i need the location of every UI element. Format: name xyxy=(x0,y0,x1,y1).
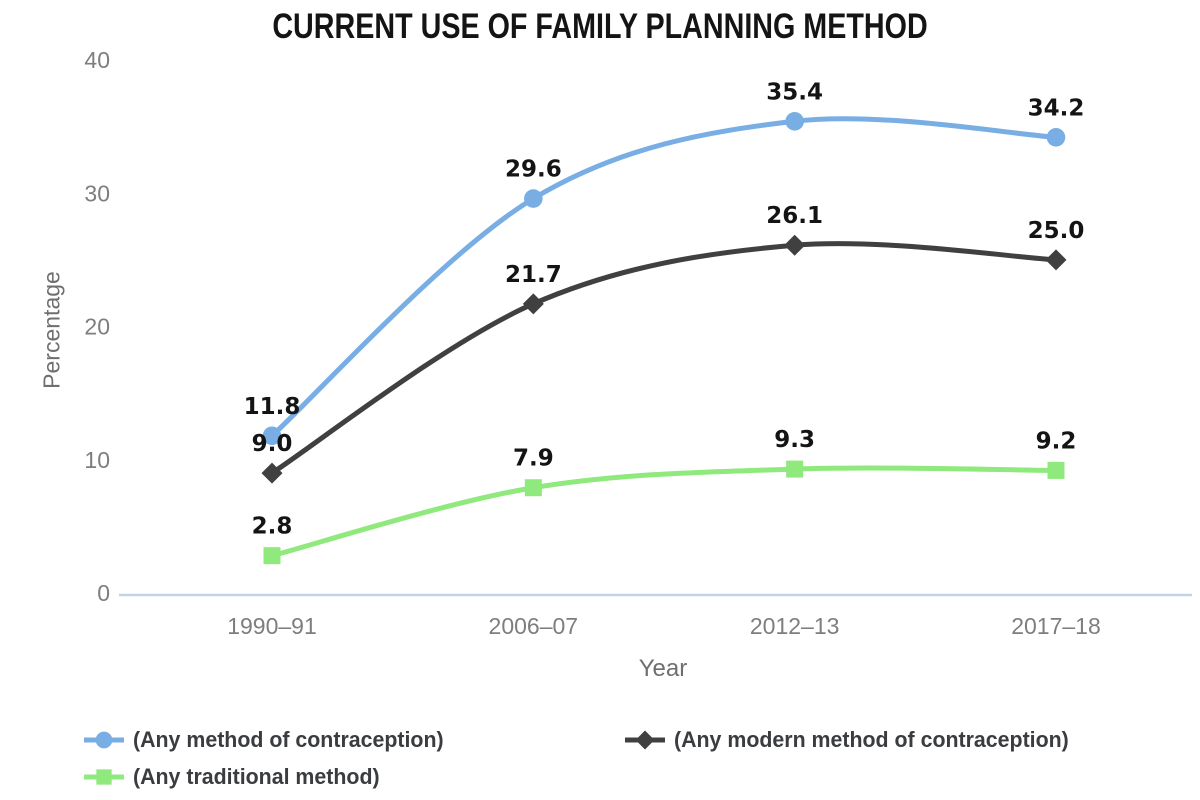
square-marker xyxy=(263,547,281,565)
circle-marker xyxy=(262,426,282,446)
square-marker xyxy=(524,479,542,497)
data-point-label: 25.0 xyxy=(1028,218,1085,244)
diamond-marker xyxy=(784,234,806,256)
legend-swatch xyxy=(84,769,124,785)
square-marker xyxy=(96,769,112,785)
x-axis-tick-label: 2006–07 xyxy=(489,613,579,639)
x-axis-tick-label: 2012–13 xyxy=(750,613,840,639)
y-axis-tick-label: 0 xyxy=(97,580,110,606)
diamond-marker xyxy=(635,730,655,750)
data-point-label: 9.3 xyxy=(774,427,815,453)
plot-area: 0 10 20 30 40 1990–91 2006–07 2012–13 2017–18 11.… xyxy=(84,47,1192,639)
circle-marker xyxy=(524,189,543,208)
data-point-label: 11.8 xyxy=(244,394,301,420)
square-marker xyxy=(786,460,804,478)
data-point-label: 21.7 xyxy=(505,262,562,288)
data-point-label: 34.2 xyxy=(1028,95,1085,121)
legend-label: (Any modern method of contraception) xyxy=(674,727,1069,752)
diamond-marker xyxy=(1045,249,1067,271)
y-axis-tick-label: 10 xyxy=(84,447,110,473)
legend-item: (Any traditional method) xyxy=(83,763,387,791)
diamond-marker xyxy=(522,293,544,315)
diamond-marker xyxy=(261,462,283,484)
series-line xyxy=(269,116,1059,439)
data-point-label: 9.2 xyxy=(1036,428,1077,454)
circle-marker xyxy=(785,111,804,131)
x-axis-title: Year xyxy=(638,655,688,682)
x-axis-tick-label: 2017–18 xyxy=(1011,613,1101,639)
y-axis-tick-label: 20 xyxy=(84,314,110,340)
x-axis-tick-label: 1990–91 xyxy=(227,613,317,639)
chart-title: CURRENT USE OF FAMILY PLANNING METHOD xyxy=(272,7,928,46)
circle-marker xyxy=(95,731,113,749)
legend-item: (Any method of contraception) xyxy=(83,726,453,754)
data-point-label: 35.4 xyxy=(766,79,823,105)
square-marker xyxy=(1047,461,1065,479)
legend-label: (Any method of contraception) xyxy=(133,727,444,752)
legend-item: (Any modern method of contraception) xyxy=(624,726,1081,754)
data-point-label: 2.8 xyxy=(252,514,293,540)
y-axis-tick-label: 30 xyxy=(84,180,110,206)
data-point-label: 26.1 xyxy=(766,203,823,229)
data-point-label: 29.6 xyxy=(505,157,562,183)
series-line xyxy=(269,241,1059,476)
legend-swatch xyxy=(625,730,665,750)
circle-marker xyxy=(1046,127,1066,147)
series-line xyxy=(269,465,1059,559)
y-axis-tick-label: 40 xyxy=(84,47,110,73)
legend-swatch xyxy=(84,731,124,749)
data-point-label: 7.9 xyxy=(513,446,554,472)
legend-label: (Any traditional method) xyxy=(133,764,380,789)
data-point-label: 9.0 xyxy=(252,431,293,457)
